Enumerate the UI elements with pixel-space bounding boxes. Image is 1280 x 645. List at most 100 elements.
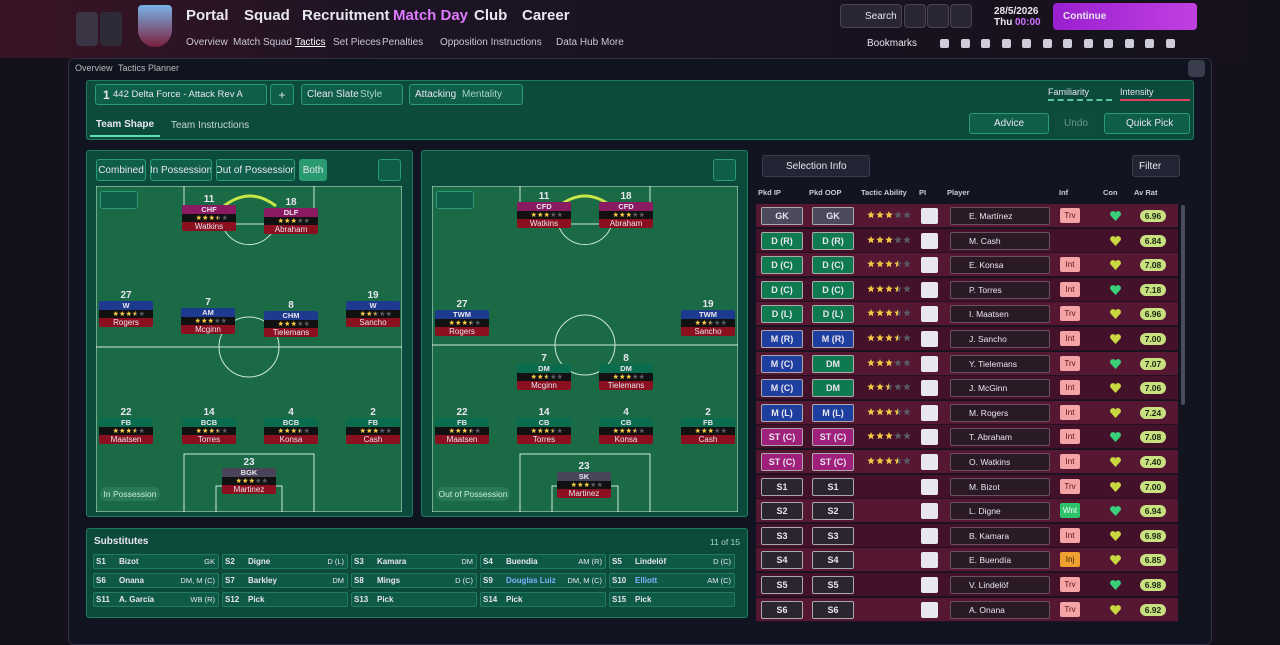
column-header[interactable]: PI [919, 187, 927, 197]
position-box[interactable]: S1 [761, 477, 803, 496]
selection-info-button[interactable]: Selection Info [762, 155, 870, 177]
player-select[interactable]: J. Sancho [950, 330, 1050, 348]
sub-slot[interactable] [93, 573, 219, 588]
nav-submenu[interactable]: Penalties [382, 36, 424, 48]
column-header[interactable]: Pkd IP [758, 187, 781, 197]
position-box[interactable]: M (L) [812, 403, 854, 422]
player-instructions[interactable] [921, 232, 938, 249]
add-tactic[interactable]: + [270, 84, 294, 105]
nav-submenu[interactable]: Opposition Instructions [440, 36, 542, 48]
position-box[interactable]: DM [812, 354, 854, 373]
player-instructions[interactable] [921, 208, 938, 224]
position-box[interactable]: D (C) [761, 280, 803, 299]
toolbar-icon[interactable] [1124, 39, 1134, 48]
shape-filter[interactable]: Out of Possession [216, 159, 295, 181]
player-instructions[interactable] [921, 355, 938, 372]
column-header[interactable]: Tactic Ability [861, 187, 907, 197]
sub-slot[interactable] [222, 573, 348, 588]
sub-slot[interactable] [480, 592, 606, 607]
player-select[interactable]: T. Abraham [950, 428, 1050, 447]
position-box[interactable]: D (L) [761, 305, 803, 324]
sub-slot[interactable] [351, 592, 477, 607]
position-box[interactable]: D (C) [812, 256, 854, 275]
player-select[interactable]: M. Cash [950, 231, 1050, 250]
sub-slot[interactable] [480, 554, 606, 569]
toolbar-icon[interactable] [1104, 39, 1113, 48]
position-box[interactable]: ST (C) [761, 428, 803, 447]
mentality-dropdown[interactable]: Attacking [409, 84, 523, 105]
nav-submenu[interactable]: Data Hub [556, 36, 599, 48]
position-box[interactable]: S2 [761, 502, 803, 521]
pitch-settings[interactable] [378, 159, 401, 181]
column-header[interactable]: Pkd OOP [809, 187, 842, 197]
intensity[interactable]: Intensity [1120, 85, 1190, 101]
sub-slot[interactable] [351, 573, 477, 588]
sub-slot[interactable] [93, 554, 219, 569]
player-select[interactable]: M. Rogers [950, 403, 1050, 422]
toolbar-icon[interactable] [1145, 39, 1154, 48]
toolbar-icon[interactable] [1165, 39, 1175, 48]
player-instructions[interactable] [921, 429, 938, 446]
player-select[interactable]: B. Kamara [950, 526, 1050, 545]
position-box[interactable]: S2 [812, 502, 854, 521]
familiarity[interactable]: Familiarity [1048, 85, 1112, 101]
shape-filter[interactable]: Both [299, 159, 327, 181]
position-box[interactable]: D (C) [812, 280, 854, 299]
nav-menu[interactable]: Career [522, 6, 570, 24]
player-select[interactable]: E. Martínez [950, 207, 1050, 225]
player-instructions[interactable] [921, 331, 938, 347]
close-button[interactable] [1188, 60, 1205, 77]
nav-submenu[interactable]: Overview [186, 36, 228, 48]
player-select[interactable]: I. Maatsen [950, 305, 1050, 324]
position-box[interactable]: ST (C) [812, 453, 854, 471]
player-select[interactable]: L. Digne [950, 502, 1050, 521]
player-instructions[interactable] [921, 601, 938, 618]
player-instructions[interactable] [921, 281, 938, 298]
position-box[interactable]: M (C) [761, 379, 803, 398]
position-box[interactable]: D (R) [761, 231, 803, 250]
tab[interactable]: Team Instructions [170, 119, 250, 131]
nav-menu[interactable]: Squad [244, 6, 290, 24]
player-instructions[interactable] [921, 527, 938, 544]
position-box[interactable]: D (R) [812, 231, 854, 250]
player-instructions[interactable] [921, 552, 938, 569]
shape-filter[interactable]: Combined [96, 159, 146, 181]
position-box[interactable]: S6 [812, 600, 854, 619]
player-instructions[interactable] [921, 380, 938, 397]
position-box[interactable]: D (C) [761, 256, 803, 275]
column-header[interactable]: Av Rat [1134, 187, 1158, 197]
toolbar-icon[interactable] [904, 4, 926, 28]
player-instructions[interactable] [921, 503, 938, 520]
player-select[interactable]: Y. Tielemans [950, 354, 1050, 373]
player-select[interactable]: A. Onana [950, 600, 1050, 619]
nav-forward[interactable] [100, 12, 122, 46]
position-box[interactable]: ST (C) [761, 453, 803, 471]
sub-slot[interactable] [222, 554, 348, 569]
player-instructions[interactable] [921, 257, 938, 274]
nav-menu[interactable]: Match Day [393, 6, 469, 24]
pitch-settings[interactable] [713, 159, 736, 181]
nav-submenu[interactable]: Match Squad [233, 36, 292, 48]
tactic-slot[interactable]: 1 [95, 84, 267, 105]
position-box[interactable]: M (R) [812, 330, 854, 348]
column-header[interactable]: Inf [1059, 187, 1069, 197]
undo-button[interactable]: Undo [1055, 113, 1097, 134]
position-box[interactable]: M (L) [761, 403, 803, 422]
toolbar-icon[interactable] [1083, 39, 1093, 48]
tab-active[interactable]: Team Shape [90, 113, 160, 137]
player-select[interactable]: O. Watkins [950, 453, 1050, 471]
visibility-toggle[interactable] [100, 191, 138, 209]
player-select[interactable]: E. Buendía [950, 551, 1050, 570]
position-box[interactable]: S5 [812, 576, 854, 594]
position-box[interactable]: M (C) [761, 354, 803, 373]
toolbar-icon[interactable] [1042, 39, 1052, 48]
advice-button[interactable]: Advice [969, 113, 1049, 134]
search-button[interactable]: Search [840, 4, 902, 28]
breadcrumb[interactable]: Overview [75, 63, 113, 73]
nav-menu[interactable]: Recruitment [302, 6, 390, 24]
player-instructions[interactable] [921, 577, 938, 593]
position-box[interactable]: GK [761, 207, 803, 225]
sub-slot[interactable] [222, 592, 348, 607]
player-instructions[interactable] [921, 404, 938, 421]
sub-slot[interactable] [480, 573, 606, 588]
